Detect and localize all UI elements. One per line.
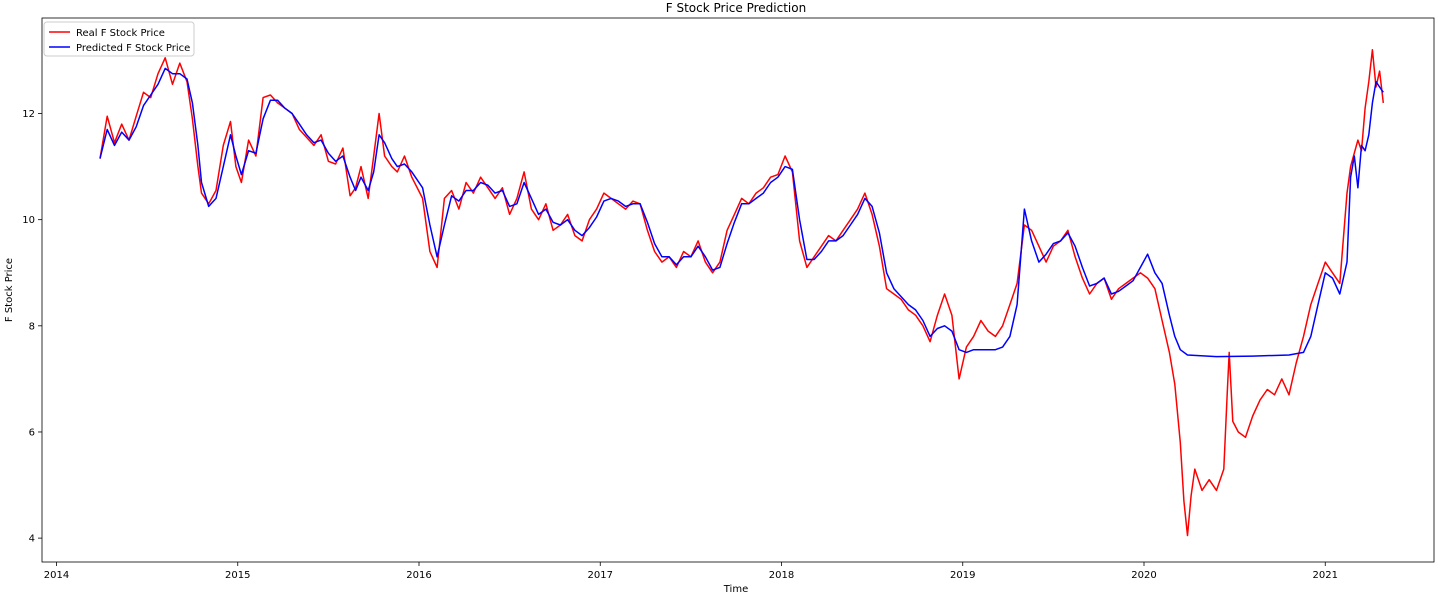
x-tick-label: 2015 [225, 570, 250, 581]
x-axis-title: Time [723, 584, 748, 595]
x-axis: 2014 2015 2016 2017 2018 2019 2020 2021 [44, 562, 1338, 581]
x-tick-label: 2018 [769, 570, 794, 581]
x-tick-label: 2017 [588, 570, 613, 581]
plot-frame [41, 17, 1435, 563]
y-tick-label: 10 [22, 215, 35, 226]
legend-label-predicted: Predicted F Stock Price [76, 43, 190, 54]
series-line-predicted [99, 67, 1384, 358]
legend: Real F Stock Price Predicted F Stock Pri… [43, 21, 195, 57]
x-tick-label: 2019 [950, 570, 975, 581]
y-tick-label: 12 [22, 109, 35, 120]
y-axis: 4 6 8 10 12 [22, 109, 42, 545]
x-tick-label: 2021 [1313, 570, 1338, 581]
y-tick-label: 4 [29, 534, 35, 545]
x-tick-label: 2020 [1131, 570, 1156, 581]
legend-label-real: Real F Stock Price [76, 28, 165, 39]
y-tick-label: 6 [29, 427, 35, 438]
x-tick-label: 2014 [44, 570, 69, 581]
legend-box [43, 21, 195, 57]
y-tick-label: 8 [29, 321, 35, 332]
series-layer [99, 49, 1385, 537]
x-tick-label: 2016 [406, 570, 431, 581]
y-axis-title: F Stock Price [4, 258, 15, 322]
chart-title: F Stock Price Prediction [666, 1, 806, 15]
